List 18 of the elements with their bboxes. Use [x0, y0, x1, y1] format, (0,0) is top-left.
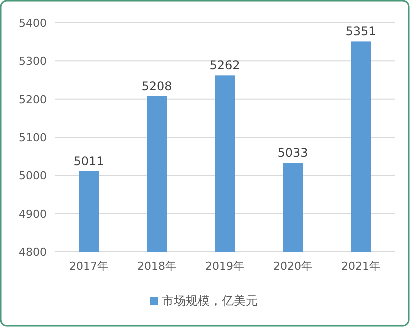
- y-tick-label: 5400: [19, 17, 47, 30]
- data-label: 5033: [278, 146, 308, 160]
- x-tick-label: 2017年: [70, 260, 108, 273]
- data-label: 5208: [142, 79, 172, 94]
- y-tick-label: 5100: [19, 132, 47, 144]
- y-tick-label: 4900: [19, 208, 47, 221]
- y-tick-label: 5200: [19, 93, 47, 106]
- data-label: 5262: [210, 58, 240, 73]
- y-tick-label: 5000: [19, 170, 47, 183]
- x-tick-label: 2021年: [342, 260, 380, 273]
- y-tick-label: 5300: [19, 55, 47, 68]
- x-tick-label: 2019年: [206, 260, 244, 273]
- x-tick-label: 2018年: [138, 260, 176, 273]
- data-label: 5351: [346, 24, 376, 39]
- x-tick-label: 2020年: [274, 260, 312, 273]
- y-tick-label: 4800: [19, 246, 47, 259]
- legend-label: 市场规模，亿美元: [162, 294, 258, 308]
- data-label: 5011: [74, 154, 104, 168]
